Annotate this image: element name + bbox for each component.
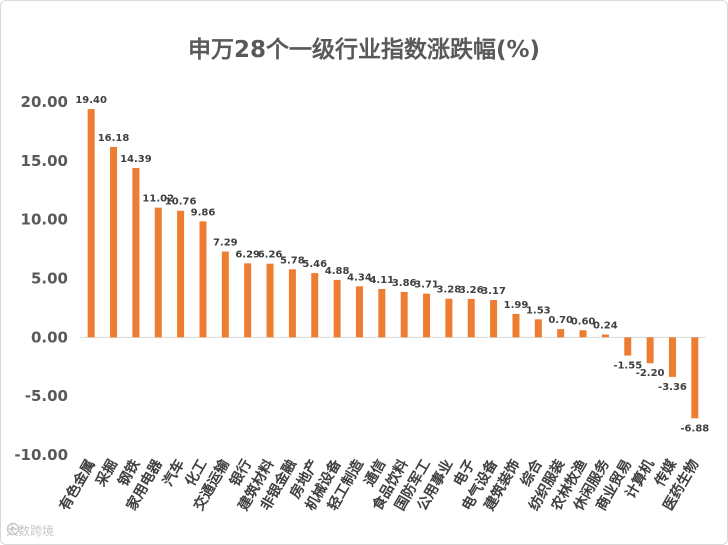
bar [646, 337, 654, 364]
data-label: 4.34 [347, 272, 372, 283]
data-label: 5.78 [280, 255, 305, 266]
bar [199, 221, 207, 338]
bar [668, 337, 676, 377]
data-label: 6.26 [258, 250, 283, 261]
bar [624, 337, 632, 356]
watermark: 大数跨境 [6, 522, 54, 539]
bar [132, 168, 140, 338]
bar [221, 251, 229, 338]
y-tick-label: -5.00 [25, 387, 68, 405]
data-label: 7.29 [213, 238, 238, 249]
y-tick-label: 20.00 [21, 93, 68, 111]
x-tick-label: 汽车 [159, 457, 188, 490]
bar [378, 288, 386, 338]
x-tick-label: 有色金属 [56, 457, 99, 514]
data-label: 3.26 [459, 285, 484, 296]
data-label: 16.18 [98, 133, 130, 144]
data-label: 0.60 [571, 316, 596, 327]
bar [355, 286, 363, 338]
data-label: 11.02 [142, 194, 174, 205]
data-label: 4.88 [325, 266, 350, 277]
y-tick-label: 10.00 [21, 211, 68, 229]
bar [423, 293, 431, 338]
data-label: 3.28 [437, 285, 462, 296]
bar [311, 273, 319, 338]
data-label: 5.46 [302, 259, 327, 270]
bar [557, 329, 565, 338]
data-label: 3.86 [392, 278, 417, 289]
data-label: 6.29 [235, 249, 260, 260]
bar [87, 109, 95, 338]
bar [110, 146, 118, 338]
bar [691, 337, 699, 419]
bars [87, 109, 699, 419]
data-label: 1.53 [526, 305, 551, 316]
data-label: -1.55 [613, 361, 642, 372]
chart-title: 申万28个一级行业指数涨跌幅(%) [187, 37, 541, 63]
bar [534, 319, 542, 338]
data-label: -6.88 [680, 423, 709, 434]
data-label: 3.71 [414, 280, 439, 291]
bar [512, 313, 520, 338]
data-label: -3.36 [658, 382, 687, 393]
data-label: 9.86 [191, 207, 216, 218]
data-label: 3.17 [481, 286, 506, 297]
data-label: 19.40 [75, 95, 107, 106]
bar [579, 330, 587, 338]
y-tick-label: 5.00 [31, 270, 68, 288]
data-label: -2.20 [636, 368, 665, 379]
bar [244, 263, 252, 338]
bar [467, 298, 475, 338]
y-axis: 20.00 15.00 10.00 5.00 0.00 -5.00 -10.00 [14, 93, 68, 464]
logo-icon [6, 522, 20, 536]
data-label: 14.39 [120, 154, 152, 165]
bar [445, 298, 453, 338]
data-label: 10.76 [165, 197, 197, 208]
data-label: 0.70 [548, 315, 573, 326]
bar [177, 210, 185, 338]
bar [333, 279, 341, 338]
bar [490, 300, 498, 338]
y-tick-label: 15.00 [21, 152, 68, 170]
x-axis-labels: 有色金属采掘钢铁家用电器汽车化工交通运输银行建筑材料非银金融房地产机械设备轻工制… [56, 456, 702, 515]
data-label: 4.11 [369, 275, 394, 286]
data-label: 1.99 [504, 300, 529, 311]
bar [601, 334, 609, 338]
y-tick-label: -10.00 [14, 446, 68, 464]
bar [288, 269, 296, 338]
x-tick-label: 采掘 [92, 457, 121, 491]
data-label: 0.24 [593, 321, 618, 332]
y-tick-label: 0.00 [31, 328, 68, 346]
bar [400, 291, 408, 338]
bar [266, 263, 274, 338]
bar [154, 207, 162, 338]
